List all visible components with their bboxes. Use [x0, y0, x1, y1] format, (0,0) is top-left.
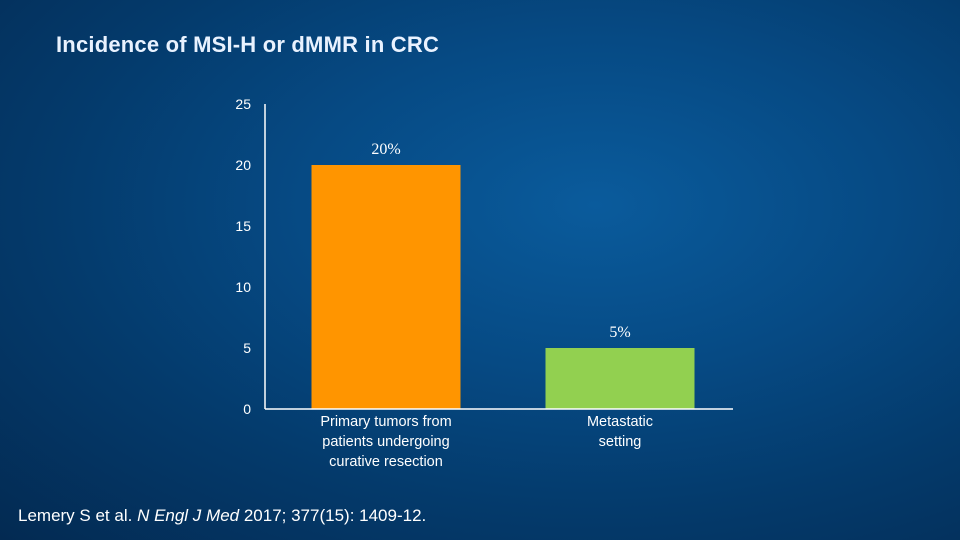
citation-details: 2017; 377(15): 1409-12. — [239, 506, 427, 525]
x-tick-label: patients undergoing — [322, 434, 449, 450]
category-labels: Primary tumors from patients undergoing cu… — [320, 414, 653, 470]
bar-chart: 0 5 10 15 20 25 20% 5% Primary tumors from pati… — [235, 96, 695, 470]
citation-journal: N Engl J Med — [137, 506, 240, 525]
data-labels: 20% 5% — [371, 141, 630, 341]
y-tick-label: 0 — [243, 401, 251, 417]
y-tick-label: 5 — [243, 340, 251, 356]
x-tick-label: Metastatic — [587, 414, 653, 430]
y-tick-label: 10 — [235, 279, 251, 295]
data-label: 20% — [371, 141, 400, 158]
x-tick-label: curative resection — [329, 454, 443, 470]
citation-authors: Lemery S et al. — [18, 506, 138, 525]
y-axis: 0 5 10 15 20 25 — [235, 96, 251, 417]
bars — [311, 165, 695, 409]
bar — [311, 165, 461, 409]
slide-title: Incidence of MSI-H or dMMR in CRC — [56, 32, 440, 57]
bar — [545, 348, 695, 409]
y-tick-label: 20 — [235, 157, 251, 173]
data-label: 5% — [609, 324, 630, 341]
citation: Lemery S et al. N Engl J Med 2017; 377(1… — [18, 506, 426, 526]
y-tick-label: 15 — [235, 218, 251, 234]
x-tick-label: Primary tumors from — [320, 414, 451, 430]
x-tick-label: setting — [599, 434, 642, 450]
y-tick-label: 25 — [235, 96, 251, 112]
